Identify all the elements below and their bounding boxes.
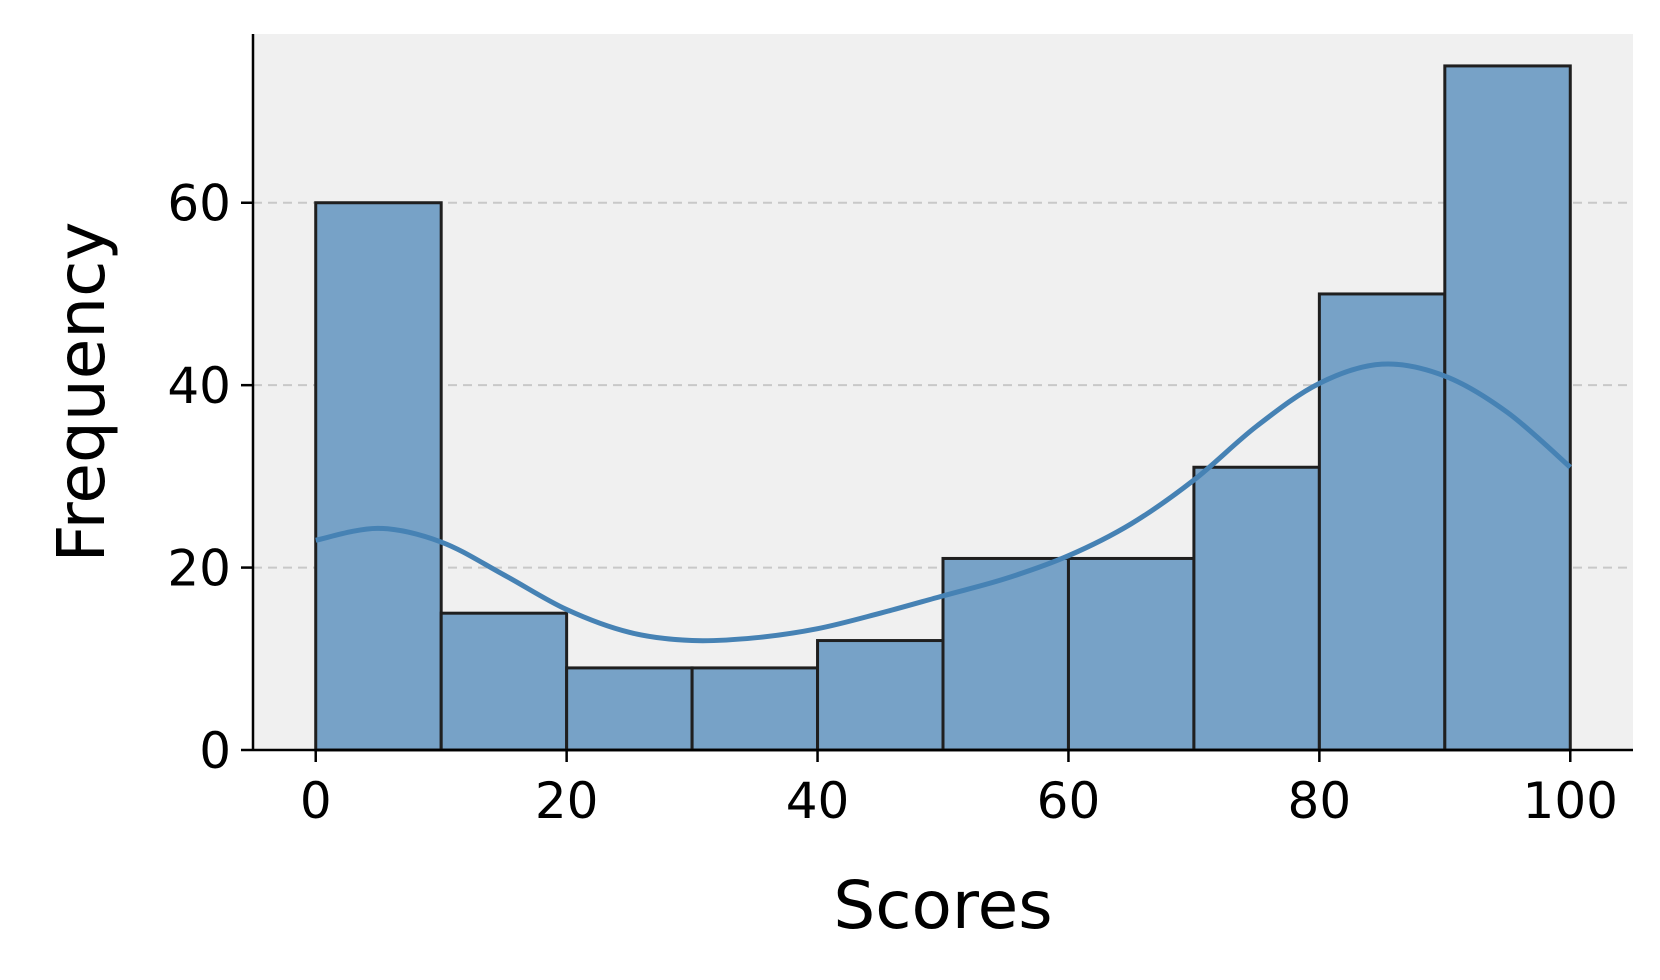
histogram-bar [1192, 465, 1321, 752]
y-tick-label: 60 [167, 175, 231, 233]
x-tick-label: 0 [300, 772, 332, 830]
y-tick-label: 20 [167, 540, 231, 598]
histogram-bar [1443, 64, 1572, 752]
y-axis-title: Frequency [43, 222, 120, 563]
histogram-bar [816, 639, 945, 752]
x-tick-label: 20 [535, 772, 599, 830]
histogram-bar [941, 556, 1070, 752]
x-tick-label: 60 [1037, 772, 1101, 830]
histogram-bar [314, 201, 443, 752]
histogram-bar [1066, 556, 1196, 752]
y-tick-label: 40 [167, 357, 231, 415]
x-tick-label: 100 [1523, 772, 1618, 830]
x-tick-label: 80 [1288, 772, 1352, 830]
y-ticks: 0 20 40 60 [167, 175, 253, 780]
x-ticks: 0 20 40 60 80 100 [300, 750, 1618, 830]
histogram-bar [439, 611, 569, 752]
kde-curve [315, 361, 1572, 644]
bars [314, 64, 1572, 752]
y-tick-label: 0 [199, 722, 231, 780]
x-tick-label: 40 [786, 772, 850, 830]
histogram-bar [690, 666, 820, 752]
histogram-bar [565, 666, 694, 752]
x-axis-title: Scores [833, 867, 1052, 944]
